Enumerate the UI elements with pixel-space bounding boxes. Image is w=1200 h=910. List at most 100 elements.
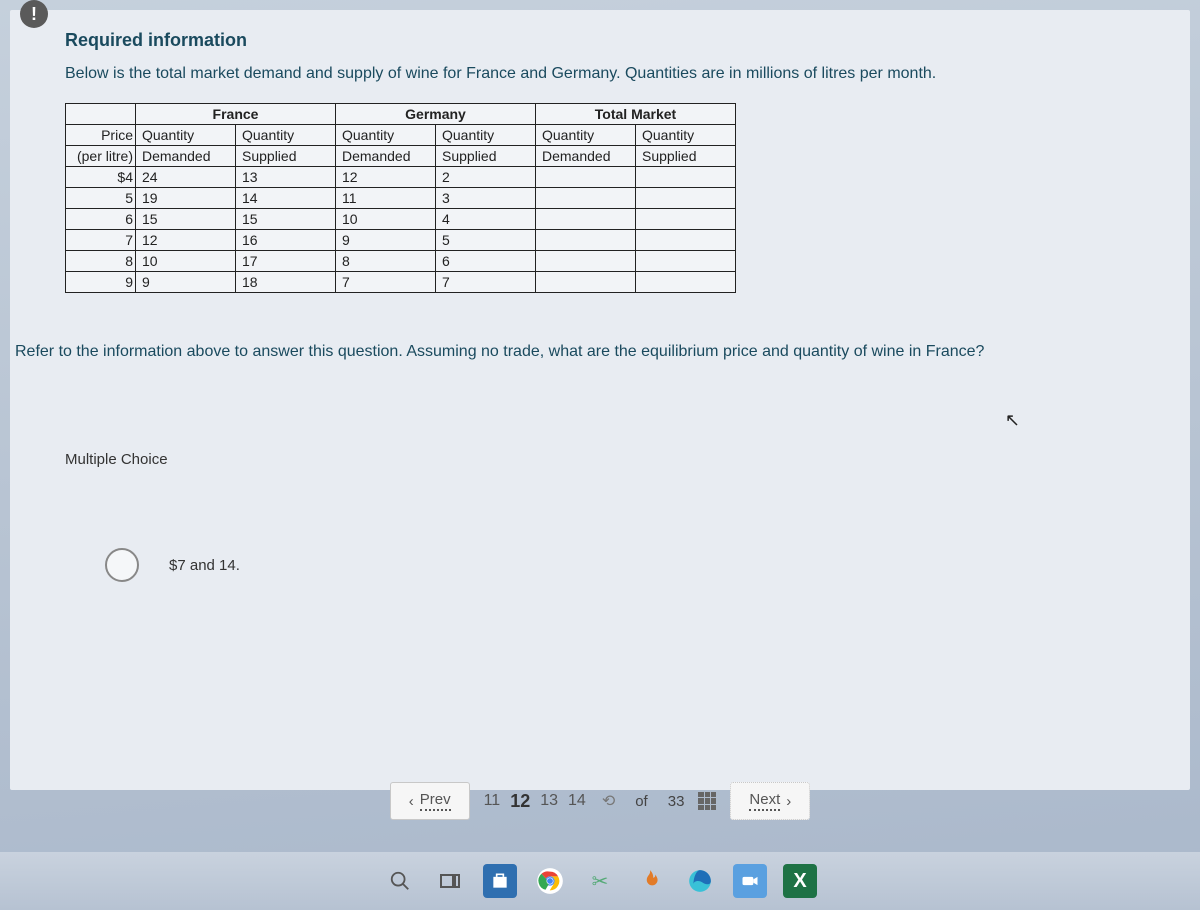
table-cell: 11 — [336, 188, 436, 209]
table-row: 61515104 — [66, 209, 736, 230]
radio-button[interactable] — [105, 548, 139, 582]
next-label: Next — [749, 791, 780, 811]
table-cell: 13 — [236, 167, 336, 188]
table-row: 991877 — [66, 272, 736, 293]
page-numbers: 11 12 13 14 ⟲ — [484, 791, 616, 812]
table-cell — [536, 251, 636, 272]
cursor-icon: ↖ — [1005, 410, 1020, 431]
taskbar: ✂ X — [0, 852, 1200, 910]
choice-text: $7 and 14. — [169, 557, 240, 574]
col-fr-dem-line2: Demanded — [136, 146, 236, 167]
supply-demand-table: France Germany Total Market Price Quanti… — [65, 103, 736, 293]
table-cell: 19 — [136, 188, 236, 209]
table-cell: 8 — [66, 251, 136, 272]
table-cell: $4 — [66, 167, 136, 188]
total-pages: 33 — [668, 793, 685, 810]
scenario-description: Below is the total market demand and sup… — [65, 63, 1085, 85]
prev-label: Prev — [420, 791, 451, 811]
table-cell — [536, 272, 636, 293]
table-group-header-row: France Germany Total Market — [66, 104, 736, 125]
table-row: $42413122 — [66, 167, 736, 188]
next-button[interactable]: Next › — [730, 782, 810, 820]
col-fr-sup-line2: Supplied — [236, 146, 336, 167]
table-cell: 9 — [336, 230, 436, 251]
fire-icon[interactable] — [633, 864, 667, 898]
page-num[interactable]: 14 — [568, 792, 586, 810]
choice-row[interactable]: $7 and 14. — [105, 548, 1160, 582]
table-cell — [536, 230, 636, 251]
of-label: of — [635, 793, 648, 810]
table-cell: 3 — [436, 188, 536, 209]
search-icon[interactable] — [383, 864, 417, 898]
camera-icon[interactable] — [733, 864, 767, 898]
table-cell: 17 — [236, 251, 336, 272]
table-body: $424131225191411361515104712169581017869… — [66, 167, 736, 293]
table-cell: 16 — [236, 230, 336, 251]
table-cell — [536, 167, 636, 188]
excel-icon[interactable]: X — [783, 864, 817, 898]
page-num-current[interactable]: 12 — [510, 791, 530, 812]
prev-button[interactable]: ‹ Prev — [390, 782, 470, 820]
chevron-left-icon: ‹ — [409, 793, 414, 810]
table-cell: 10 — [136, 251, 236, 272]
col-tot-sup-line1: Quantity — [636, 125, 736, 146]
col-tot-dem-line1: Quantity — [536, 125, 636, 146]
table-column-header-row: Price Quantity Quantity Quantity Quantit… — [66, 125, 736, 146]
question-nav-bar: ‹ Prev 11 12 13 14 ⟲ of 33 Next › — [0, 782, 1200, 820]
table-cell — [536, 188, 636, 209]
table-cell: 7 — [66, 230, 136, 251]
table-cell: 7 — [436, 272, 536, 293]
table-cell: 12 — [136, 230, 236, 251]
question-panel: ! Required information Below is the tota… — [10, 10, 1190, 790]
link-icon: ⟲ — [602, 791, 615, 811]
table-cell: 5 — [66, 188, 136, 209]
table-cell: 6 — [436, 251, 536, 272]
table-cell: 9 — [66, 272, 136, 293]
table-group-total: Total Market — [536, 104, 736, 125]
table-cell: 24 — [136, 167, 236, 188]
multiple-choice-label: Multiple Choice — [65, 451, 1160, 468]
table-cell — [636, 209, 736, 230]
page-num[interactable]: 11 — [484, 792, 501, 810]
col-fr-sup-line1: Quantity — [236, 125, 336, 146]
col-price-line2: (per litre) — [66, 146, 136, 167]
table-cell: 12 — [336, 167, 436, 188]
table-cell: 14 — [236, 188, 336, 209]
col-de-sup-line2: Supplied — [436, 146, 536, 167]
table-row: 51914113 — [66, 188, 736, 209]
info-icon: ! — [20, 0, 48, 28]
table-column-header-row-2: (per litre) Demanded Supplied Demanded S… — [66, 146, 736, 167]
table-group-germany: Germany — [336, 104, 536, 125]
table-row: 8101786 — [66, 251, 736, 272]
required-info-heading: Required information — [65, 30, 1160, 51]
grid-icon[interactable] — [698, 792, 716, 810]
page-num[interactable]: 13 — [540, 792, 558, 810]
table-group-blank — [66, 104, 136, 125]
col-de-dem-line1: Quantity — [336, 125, 436, 146]
col-de-sup-line1: Quantity — [436, 125, 536, 146]
task-view-icon[interactable] — [433, 864, 467, 898]
table-cell: 7 — [336, 272, 436, 293]
table-cell: 15 — [236, 209, 336, 230]
table-row: 7121695 — [66, 230, 736, 251]
table-cell: 6 — [66, 209, 136, 230]
col-de-dem-line2: Demanded — [336, 146, 436, 167]
table-cell — [636, 167, 736, 188]
table-cell: 5 — [436, 230, 536, 251]
edge-icon[interactable] — [683, 864, 717, 898]
table-cell: 15 — [136, 209, 236, 230]
col-tot-sup-line2: Supplied — [636, 146, 736, 167]
table-cell: 9 — [136, 272, 236, 293]
store-icon[interactable] — [483, 864, 517, 898]
chrome-icon[interactable] — [533, 864, 567, 898]
table-cell: 18 — [236, 272, 336, 293]
table-cell — [636, 251, 736, 272]
table-cell: 8 — [336, 251, 436, 272]
table-cell: 4 — [436, 209, 536, 230]
table-group-france: France — [136, 104, 336, 125]
snip-icon[interactable]: ✂ — [583, 864, 617, 898]
col-price-line1: Price — [66, 125, 136, 146]
table-cell: 10 — [336, 209, 436, 230]
question-text: Refer to the information above to answer… — [15, 343, 1180, 361]
table-cell — [636, 272, 736, 293]
